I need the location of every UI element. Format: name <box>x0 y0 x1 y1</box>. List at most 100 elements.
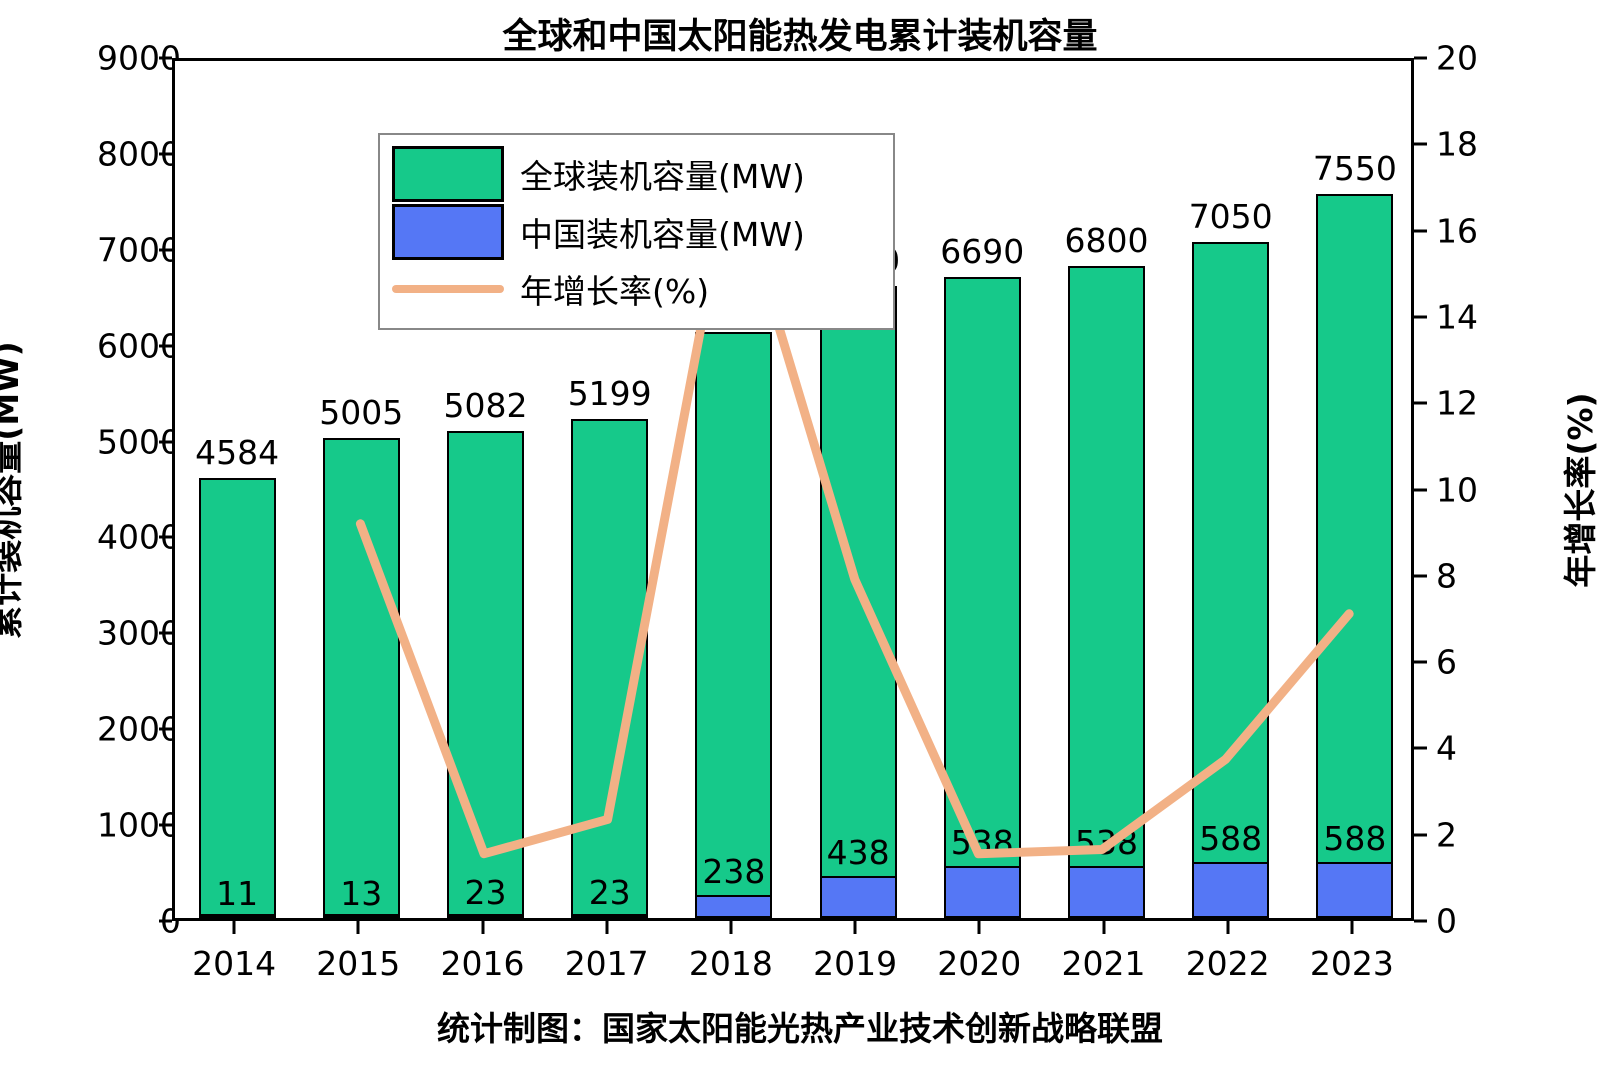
bar-value-label-global: 7550 <box>1312 149 1397 189</box>
bar-global-capacity[interactable] <box>322 438 400 918</box>
page-title: 全球和中国太阳能热发电累计装机容量 <box>502 17 1098 57</box>
x-axis-tick-mark <box>481 921 484 934</box>
y-axis-right-tick-label: 18 <box>1436 124 1478 164</box>
bar-global-capacity[interactable] <box>198 478 276 918</box>
footer-note: 统计制图：国家太阳能光热产业技术创新战略联盟 <box>437 1009 1163 1048</box>
y-axis-right-tick-label: 2 <box>1436 815 1457 855</box>
y-axis-right-tick-label: 0 <box>1436 901 1457 941</box>
bar-value-label-china: 238 <box>702 852 766 892</box>
y-axis-right-tick-label: 6 <box>1436 642 1457 682</box>
bar-value-label-global: 7050 <box>1188 196 1273 236</box>
bar-china-capacity[interactable] <box>446 914 524 918</box>
y-axis-right-tick-label: 14 <box>1436 297 1478 337</box>
legend-item-label: 全球装机容量(MW) <box>520 156 805 196</box>
x-axis-tick-mark <box>729 921 733 934</box>
bar-group[interactable]: 6690 538 <box>940 55 1024 918</box>
x-axis-tick-label: 2014 <box>192 944 277 983</box>
x-axis-tick-label: 2018 <box>688 944 773 983</box>
y-axis-left-tick-mark <box>159 631 172 635</box>
bar-global-capacity[interactable] <box>446 430 524 918</box>
y-axis-right-tick-label: 4 <box>1436 728 1457 768</box>
bar-china-capacity[interactable] <box>695 895 773 918</box>
y-axis-right-tick-mark <box>1414 229 1427 233</box>
bar-value-label-global: 4584 <box>195 433 280 473</box>
y-axis-left-tick-mark <box>159 919 172 923</box>
y-axis-left-tick-mark <box>159 727 172 731</box>
y-axis-right-tick-mark <box>1414 56 1427 60</box>
bar-china-capacity[interactable] <box>322 914 400 918</box>
y-axis-right-tick-label: 8 <box>1436 556 1457 596</box>
y-axis-left-tick-label: 1000 <box>97 805 181 845</box>
legend-item-label: 中国装机容量(MW) <box>520 214 805 254</box>
legend-line-sample <box>392 285 504 294</box>
bar-value-label-global: 5199 <box>567 374 652 414</box>
legend-item-label: 年增长率(%) <box>520 272 710 312</box>
x-axis-tick-label: 2017 <box>564 944 649 983</box>
bar-value-label-china: 23 <box>464 872 507 912</box>
y-axis-right-tick-mark <box>1414 919 1427 923</box>
y-axis-left-tick-mark <box>159 152 172 156</box>
x-axis-tick-label: 2016 <box>440 944 525 983</box>
x-axis-tick-mark <box>1226 921 1230 934</box>
x-axis-tick-label: 2020 <box>937 944 1022 983</box>
y-axis-right-tick-mark <box>1414 315 1427 319</box>
legend-swatch-icon <box>392 145 504 202</box>
x-axis-tick-mark <box>1350 921 1354 934</box>
bar-group[interactable]: 7550 588 <box>1313 55 1397 918</box>
legend-item[interactable]: 中国装机容量(MW) <box>392 203 881 261</box>
y-axis-right-tick-label: 12 <box>1436 383 1478 423</box>
bar-value-label-china: 11 <box>216 873 259 913</box>
y-axis-right-label: 年增长率(%) <box>1561 392 1600 588</box>
bar-global-capacity[interactable] <box>695 332 773 918</box>
bar-china-capacity[interactable] <box>198 914 276 918</box>
y-axis-right-tick-mark <box>1414 833 1427 837</box>
y-axis-left-tick-mark <box>159 344 172 348</box>
bar-china-capacity[interactable] <box>1067 866 1145 918</box>
bar-group[interactable]: 6800 538 <box>1064 55 1148 918</box>
y-axis-right-tick-mark <box>1414 660 1427 664</box>
y-axis-left-tick-label: 2000 <box>97 709 181 749</box>
x-axis-tick-mark <box>1102 921 1105 934</box>
y-axis-right-tick-label: 10 <box>1436 470 1478 509</box>
x-axis-tick-mark <box>977 921 981 934</box>
plot-area: 4584115005135082235199236109238659043866… <box>172 58 1414 921</box>
plot-inner: 4584115005135082235199236109238659043866… <box>175 61 1411 918</box>
y-axis-left-tick-mark <box>159 56 172 60</box>
bar-global-capacity[interactable] <box>943 276 1021 918</box>
x-axis-tick-mark <box>605 921 609 934</box>
legend-item[interactable]: 年增长率(%) <box>392 260 881 318</box>
y-axis-left-tick-mark <box>159 823 172 827</box>
x-axis-tick-label: 2019 <box>813 944 898 983</box>
bar-value-label-china: 588 <box>1323 818 1387 858</box>
y-axis-right-tick-mark <box>1414 401 1427 405</box>
bar-china-capacity[interactable] <box>1192 861 1270 918</box>
bar-global-capacity[interactable] <box>1316 194 1394 918</box>
y-axis-left-tick-label: 4000 <box>97 517 181 557</box>
bar-china-capacity[interactable] <box>1316 861 1394 918</box>
x-axis-tick-label: 2015 <box>316 944 401 983</box>
bar-global-capacity[interactable] <box>1192 241 1270 918</box>
bar-value-label-china: 13 <box>340 873 383 913</box>
y-axis-right-tick-label: 16 <box>1436 211 1478 251</box>
y-axis-right-tick-mark <box>1414 488 1427 491</box>
y-axis-left-tick-label: 8000 <box>97 134 181 174</box>
x-axis-tick-label: 2023 <box>1309 944 1394 983</box>
x-axis-tick-label: 2021 <box>1061 944 1146 983</box>
bar-china-capacity[interactable] <box>819 876 897 918</box>
bar-china-capacity[interactable] <box>943 866 1021 918</box>
y-axis-left-tick-label: 7000 <box>97 230 181 270</box>
bar-value-label-china: 23 <box>588 872 631 912</box>
y-axis-left-tick-mark <box>159 440 172 444</box>
legend-swatch-icon <box>392 203 504 260</box>
y-axis-right-tick-mark <box>1414 142 1427 146</box>
legend-item[interactable]: 全球装机容量(MW) <box>392 145 881 203</box>
y-axis-right-tick-mark <box>1414 746 1427 750</box>
y-axis-left-tick-label: 6000 <box>97 326 181 366</box>
bar-china-capacity[interactable] <box>571 914 649 918</box>
bar-group[interactable]: 4584 11 <box>195 55 279 918</box>
y-axis-left-tick-mark <box>159 535 172 539</box>
y-axis-left-tick-label: 3000 <box>97 613 181 653</box>
bar-global-capacity[interactable] <box>571 419 649 918</box>
x-axis-tick-mark <box>356 921 360 934</box>
